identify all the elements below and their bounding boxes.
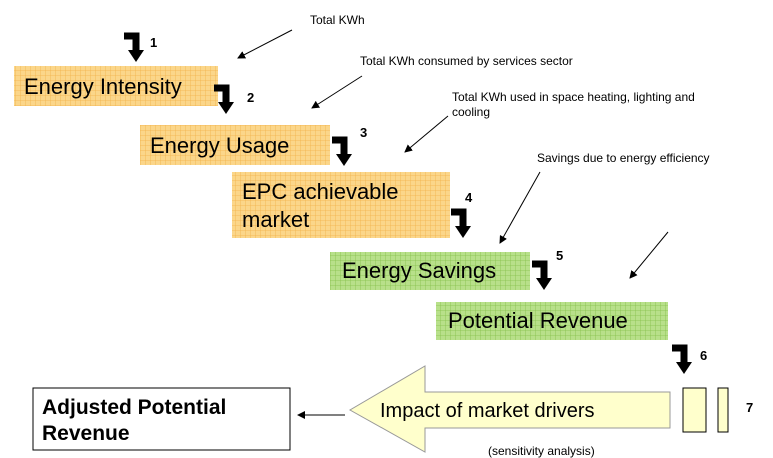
step-number: 1 — [150, 35, 157, 50]
box-label: Energy Savings — [342, 258, 496, 283]
pointer — [311, 75, 363, 109]
step-number: 4 — [465, 190, 473, 205]
note: cooling — [452, 105, 490, 119]
box-label: Potential Revenue — [448, 308, 628, 333]
note: (sensitivity analysis) — [488, 444, 595, 458]
pointer — [629, 231, 669, 279]
note: Total KWh used in space heating, lightin… — [452, 90, 695, 104]
step-arrow — [672, 348, 692, 374]
box-label: market — [242, 207, 309, 232]
bar — [717, 387, 729, 433]
result-box — [32, 387, 291, 451]
big-arrow — [348, 365, 671, 453]
step-number: 7 — [746, 400, 753, 415]
result-label: Adjusted Potential — [42, 396, 226, 419]
box — [14, 66, 218, 106]
box — [436, 302, 668, 340]
step-number: 6 — [700, 348, 707, 363]
bar — [682, 387, 707, 433]
arrow-label: Impact of market drivers — [380, 400, 595, 422]
step-arrow — [532, 264, 552, 290]
pointer — [237, 29, 293, 59]
note: Total KWh — [310, 13, 365, 27]
box — [140, 125, 330, 165]
step-arrow — [124, 36, 144, 62]
step-number: 3 — [360, 125, 367, 140]
box-label: Energy Usage — [150, 133, 289, 158]
box — [330, 252, 530, 290]
step-arrow — [332, 140, 352, 166]
step-number: 2 — [247, 90, 254, 105]
pointer — [404, 115, 449, 153]
result-label: Revenue — [42, 422, 130, 445]
pointer — [499, 171, 541, 244]
step-number: 5 — [556, 248, 563, 263]
note: Total KWh consumed by services sector — [360, 54, 573, 68]
note: Savings due to energy efficiency — [537, 151, 710, 165]
box — [232, 172, 450, 238]
box-label: Energy Intensity — [24, 74, 182, 99]
step-arrow — [451, 212, 471, 238]
box-label: EPC achievable — [242, 179, 399, 204]
